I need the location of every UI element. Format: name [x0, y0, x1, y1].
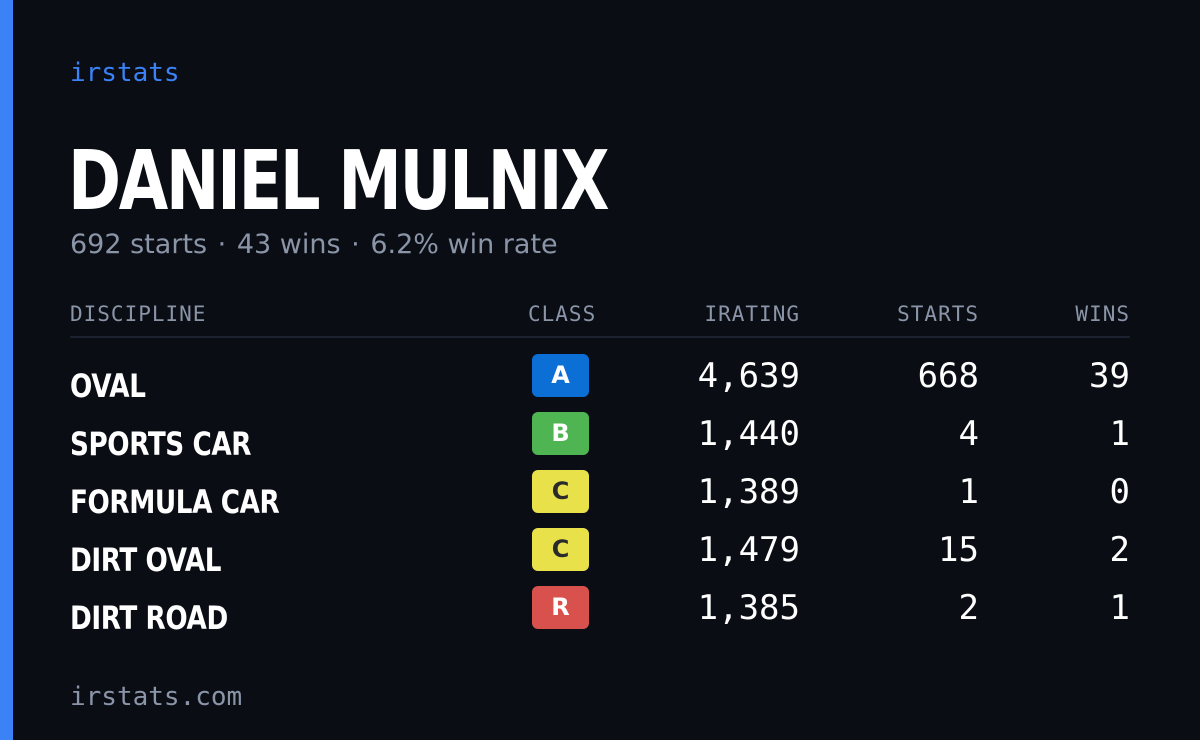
wins-value: 39 [1089, 356, 1130, 396]
header-class: CLASS [528, 302, 597, 326]
accent-bar [0, 0, 13, 740]
discipline-table: DISCIPLINE CLASS IRATING STARTS WINS OVA… [70, 298, 1130, 644]
player-summary: 692 starts · 43 wins · 6.2% win rate [70, 228, 558, 262]
wins-summary: 43 wins [236, 229, 341, 260]
table-row: DIRT OVAL C 1,479 15 2 [70, 528, 1130, 586]
discipline-name: FORMULA CAR [70, 483, 280, 521]
starts-value: 668 [917, 356, 979, 396]
class-badge: A [532, 354, 589, 397]
class-badge: R [532, 586, 589, 629]
wins-value: 0 [1109, 472, 1130, 512]
wins-value: 1 [1109, 588, 1130, 628]
brand-logo-text: irstats [70, 58, 180, 88]
discipline-name: DIRT OVAL [70, 541, 222, 579]
class-badge: C [532, 528, 589, 571]
starts-value: 2 [958, 588, 979, 628]
table-row: DIRT ROAD R 1,385 2 1 [70, 586, 1130, 644]
wins-value: 2 [1109, 530, 1130, 570]
discipline-name: SPORTS CAR [70, 425, 252, 463]
irating-value: 1,479 [697, 530, 800, 570]
player-name: DANIEL MULNIX [68, 134, 610, 229]
table-row: SPORTS CAR B 1,440 4 1 [70, 412, 1130, 470]
discipline-name: OVAL [70, 367, 146, 405]
table-header: DISCIPLINE CLASS IRATING STARTS WINS [70, 298, 1130, 338]
win-rate-summary: 6.2% win rate [370, 229, 558, 260]
irating-value: 1,440 [697, 414, 800, 454]
discipline-name: DIRT ROAD [70, 599, 228, 637]
table-row: FORMULA CAR C 1,389 1 0 [70, 470, 1130, 528]
starts-value: 15 [938, 530, 979, 570]
irating-value: 1,389 [697, 472, 800, 512]
header-starts: STARTS [897, 302, 979, 326]
starts-value: 4 [958, 414, 979, 454]
header-irating: IRATING [704, 302, 800, 326]
class-badge: B [532, 412, 589, 455]
header-wins: WINS [1075, 302, 1130, 326]
irating-value: 4,639 [697, 356, 800, 396]
table-row: OVAL A 4,639 668 39 [70, 354, 1130, 412]
header-discipline: DISCIPLINE [70, 302, 207, 326]
table-body: OVAL A 4,639 668 39 SPORTS CAR B 1,440 4… [70, 354, 1130, 644]
footer-url: irstats.com [70, 682, 243, 712]
starts-value: 1 [958, 472, 979, 512]
summary-separator: · [217, 229, 227, 260]
wins-value: 1 [1109, 414, 1130, 454]
irating-value: 1,385 [697, 588, 800, 628]
starts-summary: 692 starts [70, 229, 208, 260]
summary-separator: · [351, 229, 360, 260]
class-badge: C [532, 470, 589, 513]
